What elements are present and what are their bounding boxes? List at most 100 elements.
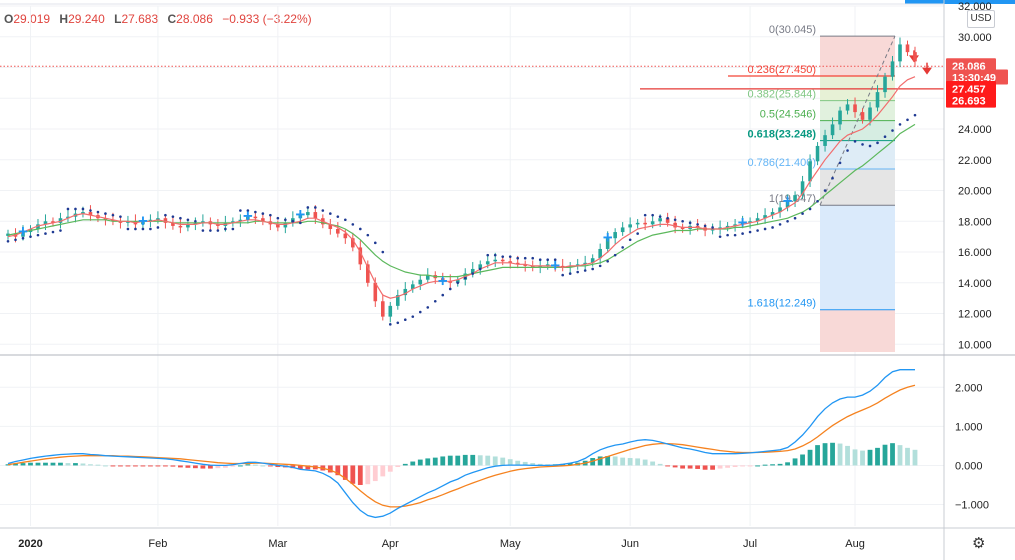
candle-body xyxy=(665,218,670,223)
macd-histogram-bar xyxy=(20,463,26,466)
candle-body xyxy=(21,232,25,237)
candle-body xyxy=(403,288,408,296)
macd-histogram-bar xyxy=(192,465,198,469)
sar-dot xyxy=(463,276,467,280)
candle-body xyxy=(538,265,543,268)
sar-dot xyxy=(224,227,227,231)
macd-histogram-bar xyxy=(642,459,648,466)
sar-dot xyxy=(808,207,812,211)
macd-histogram-bar xyxy=(327,465,333,473)
sar-dot xyxy=(44,232,47,235)
sar-dot xyxy=(801,212,804,215)
candle-body xyxy=(695,225,700,228)
macd-histogram-bar xyxy=(462,454,468,466)
macd-histogram-bar xyxy=(200,465,206,469)
macd-histogram-bar xyxy=(110,465,116,467)
sar-dot xyxy=(269,213,272,217)
sar-dot xyxy=(471,272,475,275)
sar-dot xyxy=(486,253,490,257)
candle-body xyxy=(598,248,602,259)
macd-histogram-bar xyxy=(170,465,176,467)
candle-body xyxy=(613,232,617,239)
macd-y-tick-label: 0.000 xyxy=(955,460,983,472)
candle-body xyxy=(58,218,63,223)
sar-dot xyxy=(321,209,325,212)
macd-histogram-bar xyxy=(875,447,880,466)
marker-plus-icon: + xyxy=(783,191,793,210)
candle-body xyxy=(710,228,715,231)
fib-level-label: 0.5(24.546) xyxy=(760,109,816,121)
macd-histogram-bar xyxy=(155,465,161,467)
candle-body xyxy=(898,44,902,62)
sar-dot xyxy=(748,230,752,234)
candle-body xyxy=(905,44,910,53)
sar-dot xyxy=(718,235,722,238)
sar-dot xyxy=(201,229,205,232)
top-accent-bar xyxy=(905,0,1015,4)
candle-body xyxy=(508,261,513,263)
y-tick-label: 22.000 xyxy=(958,155,992,167)
marker-plus-icon: + xyxy=(243,207,253,226)
sar-dot xyxy=(553,258,557,262)
fib-level-label: 0(30.045) xyxy=(769,24,816,36)
fib-level-label: 0.618(23.248) xyxy=(748,129,817,141)
candle-body xyxy=(148,219,153,222)
candle-body xyxy=(523,264,528,266)
macd-histogram-bar xyxy=(725,465,731,468)
macd-histogram-bar xyxy=(612,456,618,466)
macd-histogram-bar xyxy=(185,465,191,468)
candle-body xyxy=(81,212,85,214)
macd-histogram-bar xyxy=(852,449,858,466)
macd-histogram-bar xyxy=(672,465,678,468)
candle-body xyxy=(298,215,303,219)
candle-body xyxy=(193,222,198,225)
price-tag-bg xyxy=(946,81,996,97)
x-tick-label: Jul xyxy=(743,538,757,550)
sar-dot xyxy=(591,267,594,271)
candle-body xyxy=(530,265,535,268)
macd-y-tick-label: 2.000 xyxy=(955,382,983,394)
sar-dot xyxy=(6,239,10,243)
candle-body xyxy=(246,216,250,220)
sar-dot xyxy=(531,256,535,260)
candle-body xyxy=(36,224,40,229)
sar-dot xyxy=(568,272,572,275)
candle-body xyxy=(560,265,565,268)
macd-histogram-bar xyxy=(687,465,693,469)
candle-body xyxy=(485,261,490,265)
price-candles xyxy=(6,37,917,323)
marker-plus-icon: + xyxy=(550,256,560,275)
currency-button[interactable]: USD xyxy=(967,10,995,28)
ma-fast-line xyxy=(7,76,916,299)
candle-body xyxy=(351,238,355,248)
candle-body xyxy=(141,221,145,225)
candle-body xyxy=(306,212,310,216)
candle-body xyxy=(673,222,677,228)
macd-histogram-bar xyxy=(35,462,41,466)
candle-body xyxy=(126,221,130,223)
gear-icon[interactable]: ⚙ xyxy=(972,535,986,552)
macd-histogram-bar xyxy=(747,465,753,467)
sar-dot xyxy=(29,235,32,238)
sar-dot xyxy=(741,232,744,235)
macd-pane xyxy=(5,369,918,519)
fib-level-label: 1.618(12.249) xyxy=(748,298,817,310)
macd-histogram-bar xyxy=(485,455,491,466)
sar-dot xyxy=(141,227,145,231)
candle-body xyxy=(231,221,235,223)
fib-zone xyxy=(820,36,895,76)
sar-dot xyxy=(89,209,92,212)
candle-body xyxy=(395,295,400,306)
candle-body xyxy=(343,233,348,239)
candle-body xyxy=(628,224,632,228)
macd-histogram-bar xyxy=(237,465,243,467)
marker-plus-icon: + xyxy=(18,222,28,241)
macd-histogram-bar xyxy=(80,463,86,466)
sar-dot xyxy=(636,232,639,235)
sar-dot xyxy=(621,246,624,249)
sar-dot xyxy=(516,256,520,260)
sar-dot xyxy=(756,229,759,232)
sar-dot xyxy=(344,218,347,222)
candle-body xyxy=(478,264,483,269)
